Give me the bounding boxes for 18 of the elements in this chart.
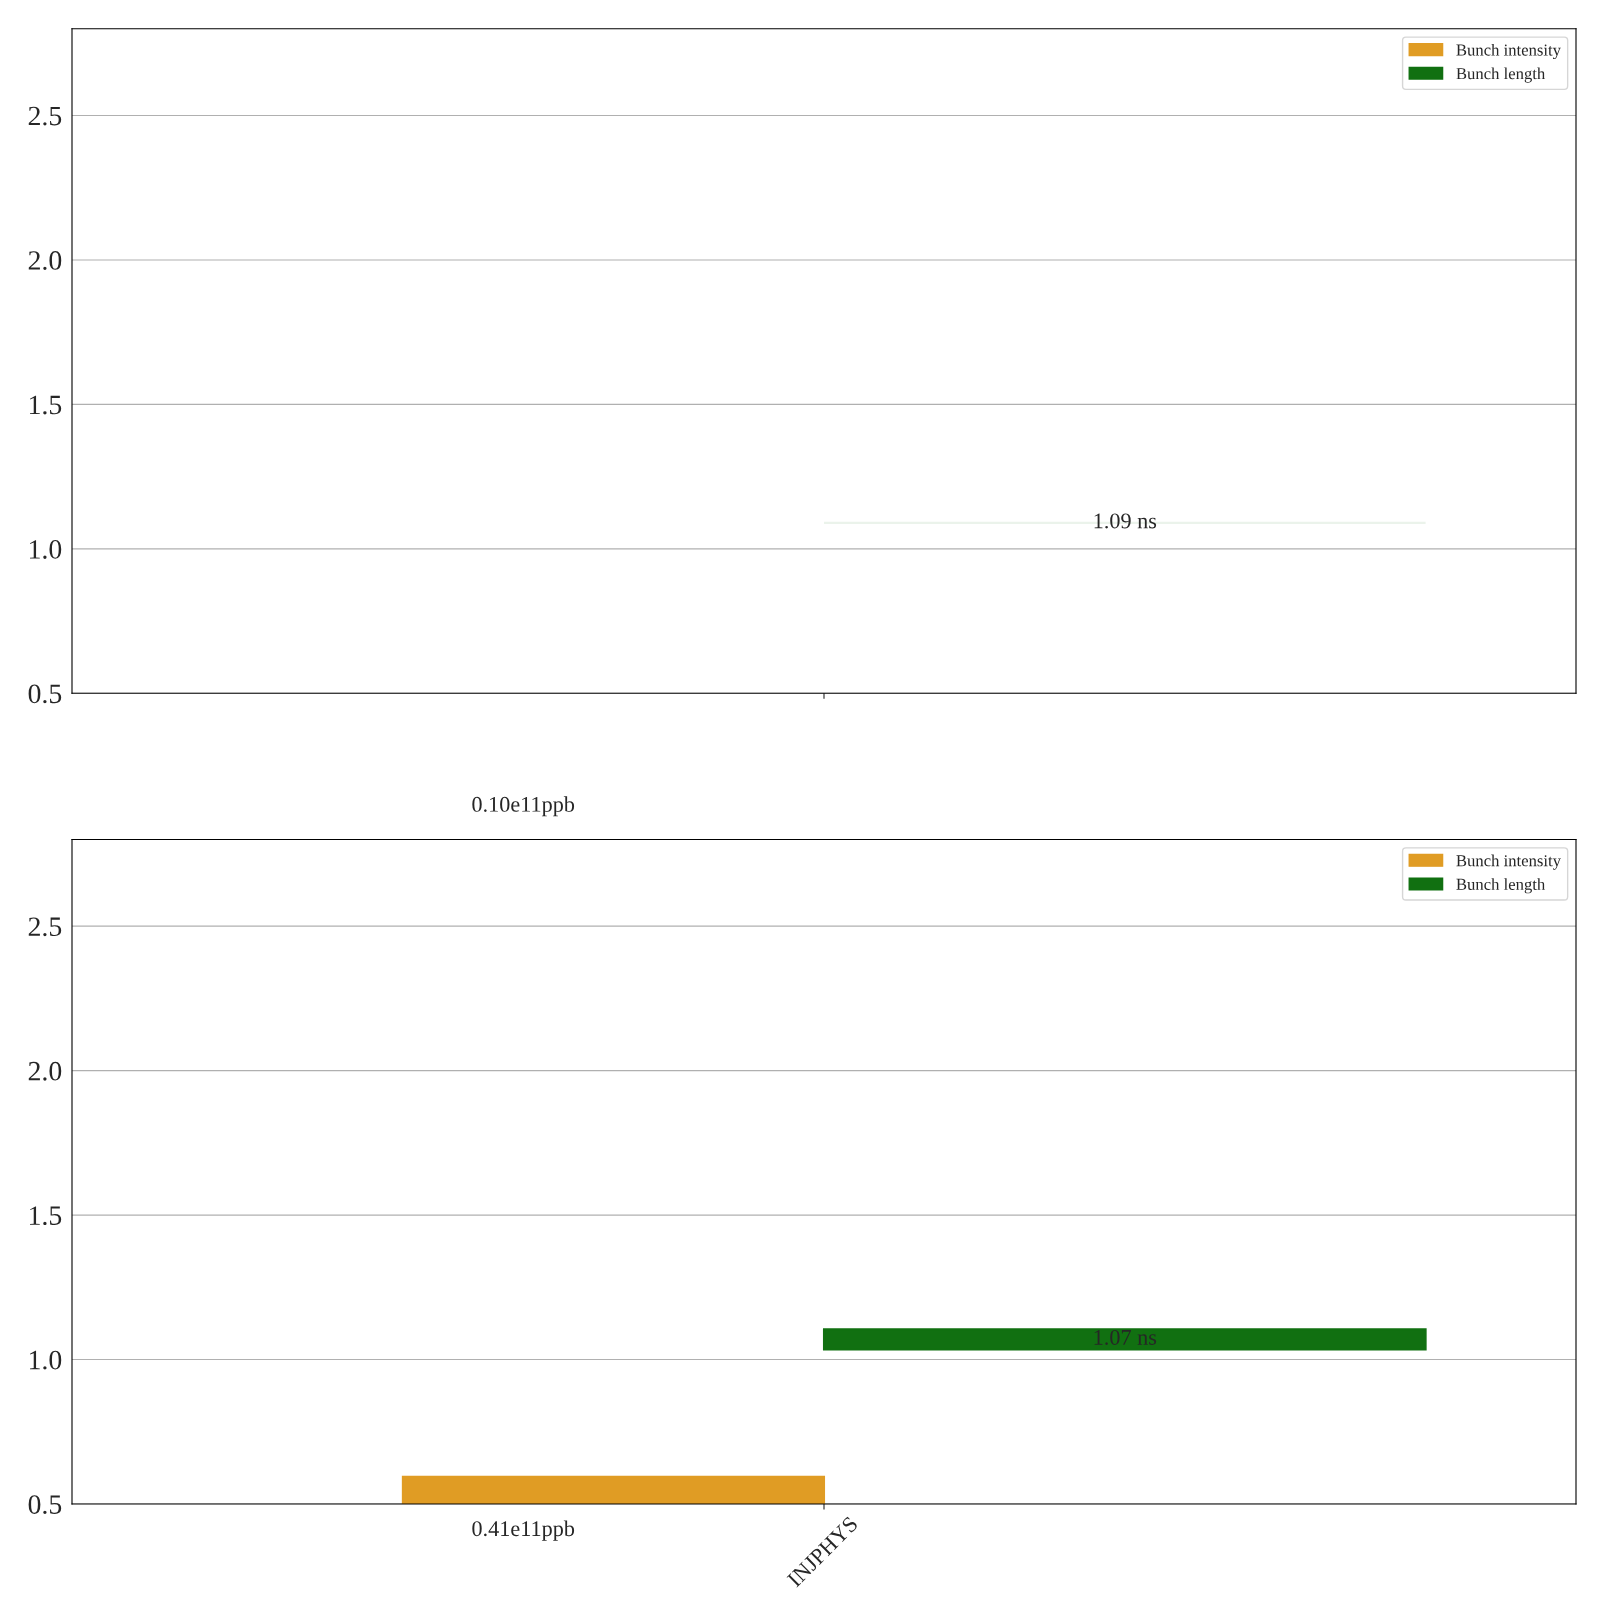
y-tick-label: 1.5 — [30, 1206, 62, 1226]
legend-label: Bunch length — [1456, 878, 1546, 894]
legend-label: Bunch intensity — [1456, 854, 1561, 870]
annotation: 1.07 ns — [1094, 1329, 1157, 1345]
y-tick-label: 2.5 — [28, 917, 62, 937]
y-tick-label: 1.5 — [30, 395, 62, 415]
text: 0.10e11ppb — [472, 796, 575, 817]
y-tick-label: 1.0 — [30, 1350, 62, 1370]
y-tick-label: 0.5 — [28, 684, 62, 704]
y-tick-label: 2.0 — [28, 251, 62, 270]
y-tick-label: 2.0 — [28, 1061, 62, 1081]
y-tick-label: 2.5 — [28, 106, 62, 126]
legend-label: Bunch length — [1456, 67, 1546, 83]
text: 0.41e11ppb — [472, 1520, 575, 1541]
y-tick-label: 0.5 — [28, 1495, 62, 1515]
legend-label: Bunch intensity — [1456, 43, 1561, 60]
annotation: 1.09 ns — [1094, 513, 1157, 529]
y-tick-label: 1.0 — [30, 540, 62, 559]
